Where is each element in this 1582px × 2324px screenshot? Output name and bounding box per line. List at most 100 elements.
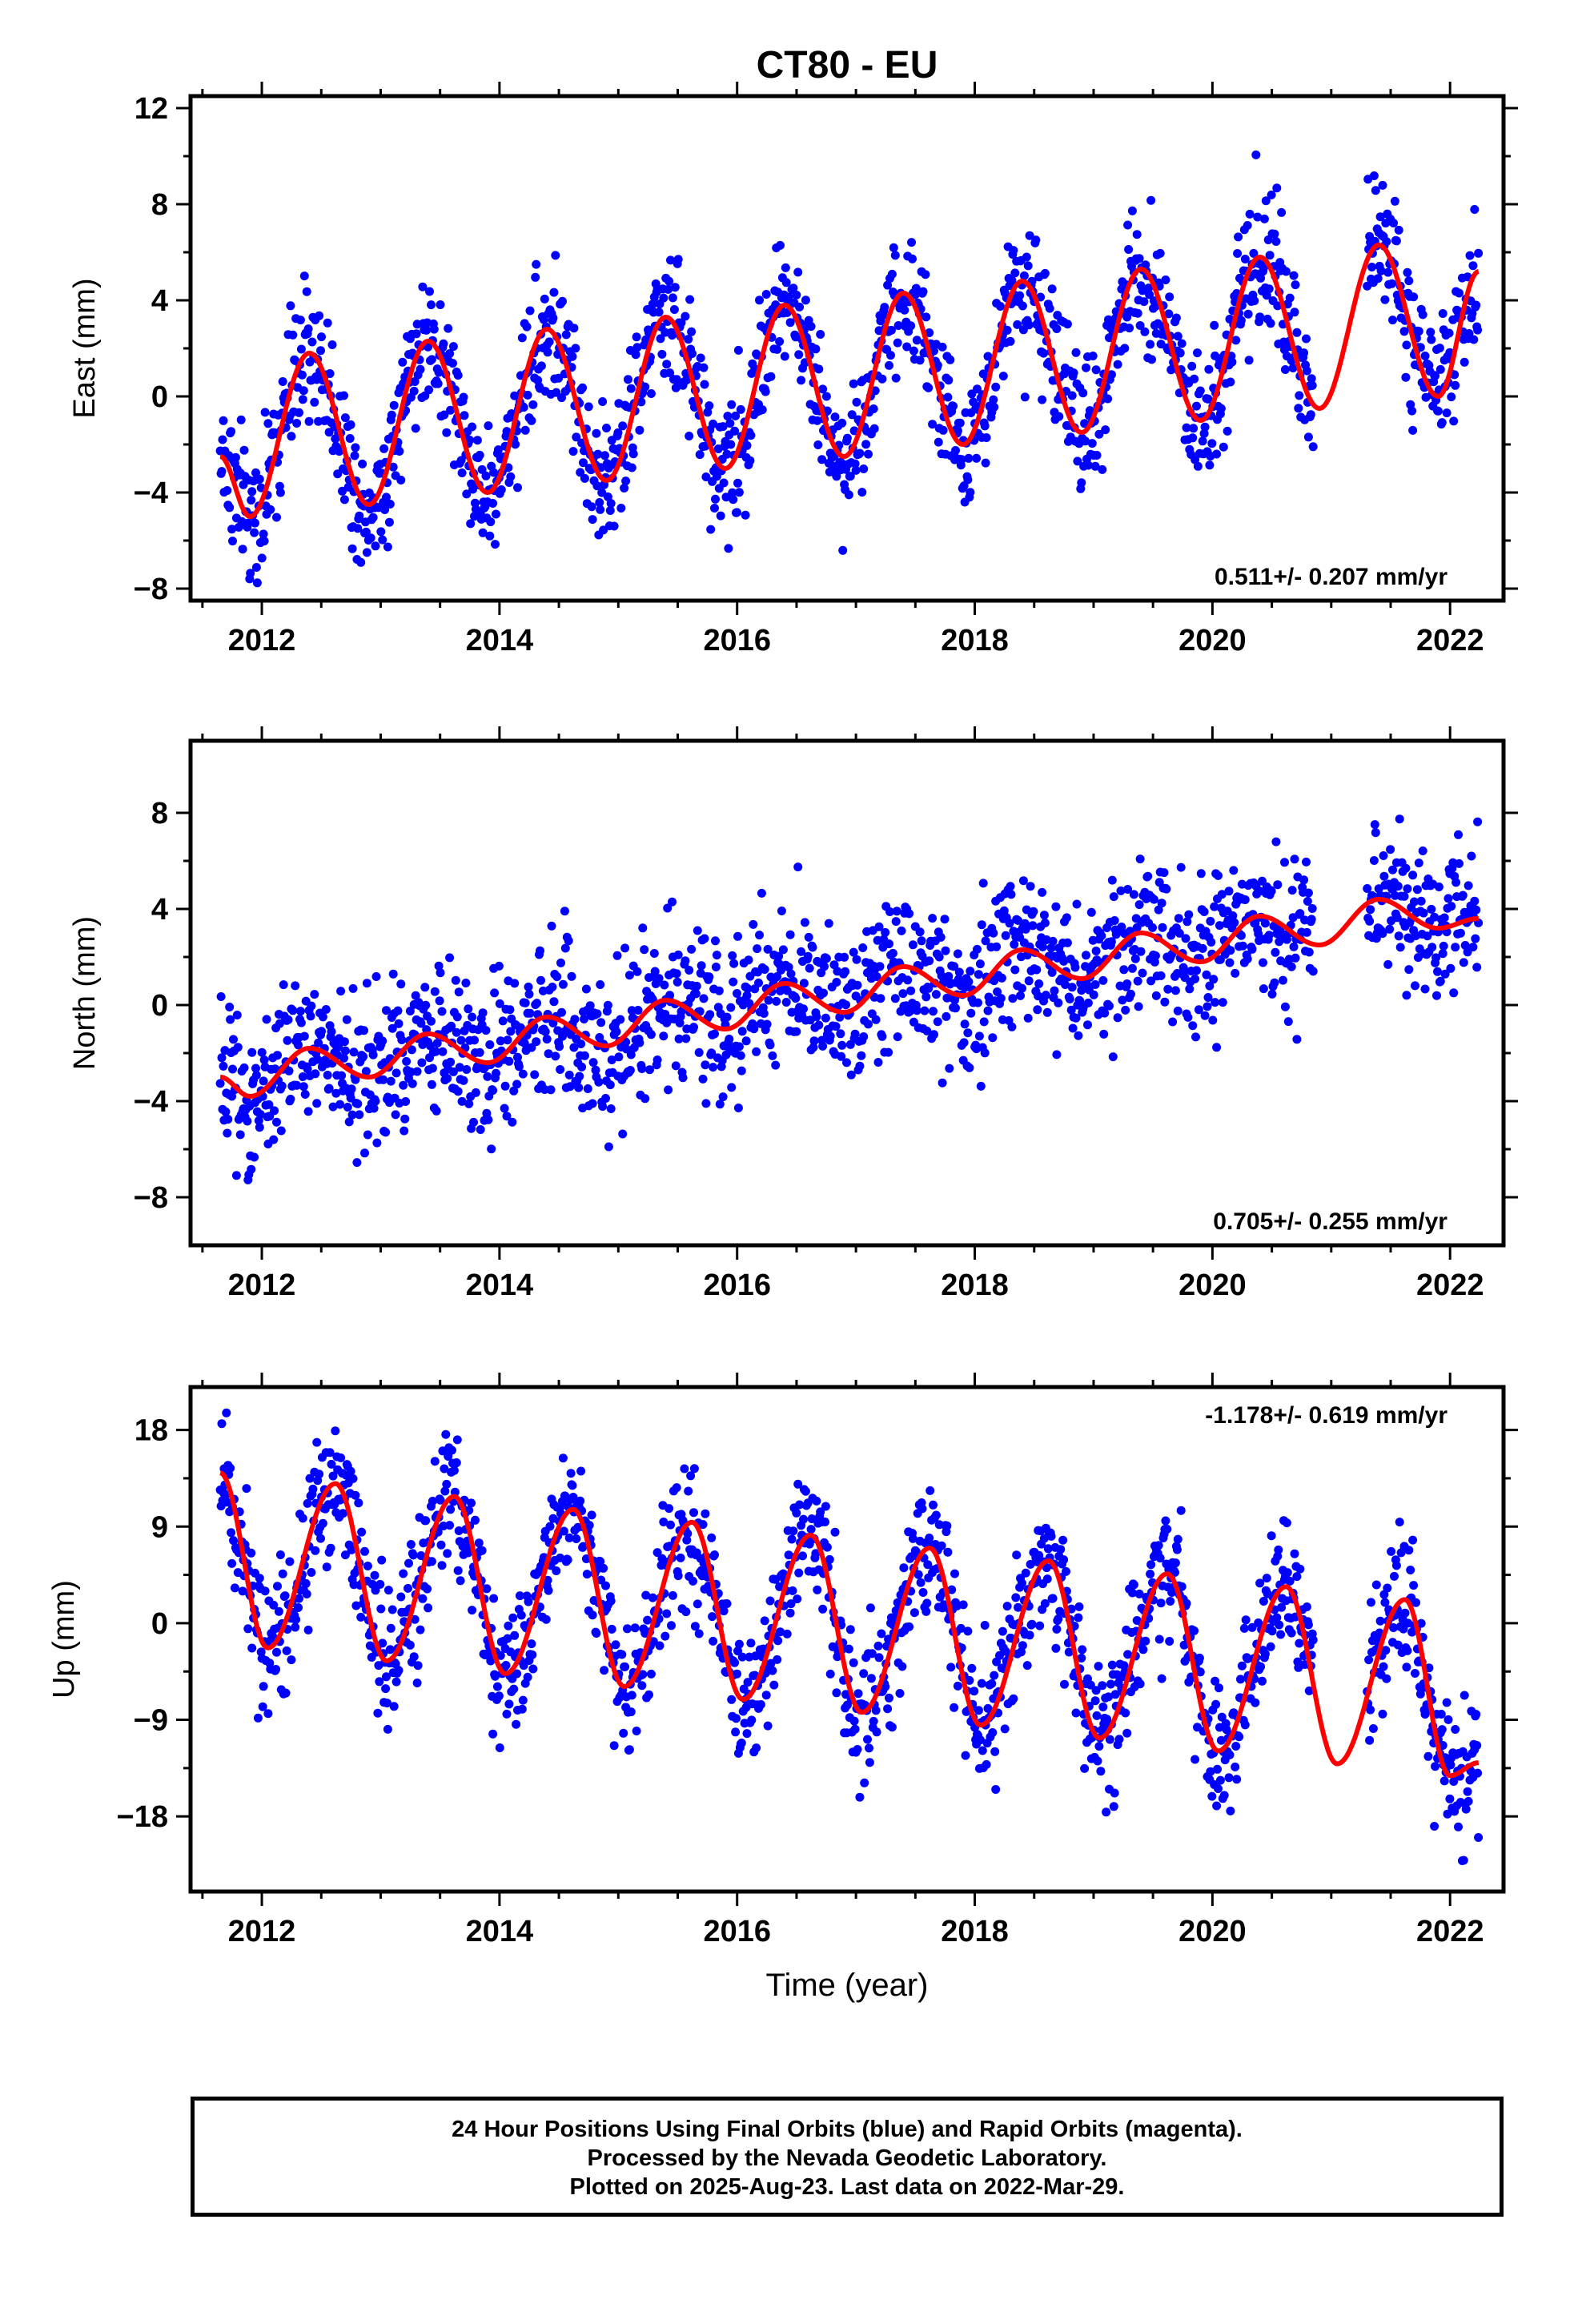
north-point [362, 979, 371, 988]
north-point [650, 967, 660, 976]
north-point [478, 1008, 488, 1018]
north-point [1267, 989, 1277, 999]
east-point [468, 422, 477, 432]
east-point [1433, 406, 1443, 416]
east-point [723, 412, 733, 421]
east-point [869, 424, 879, 433]
north-point [1052, 1050, 1062, 1059]
north-point [363, 1130, 372, 1140]
east-point [251, 468, 260, 477]
east-point [684, 335, 693, 344]
north-point [603, 1000, 612, 1010]
east-point [1308, 442, 1318, 452]
east-point [548, 313, 558, 323]
north-point [342, 1015, 351, 1024]
up-point [1176, 1506, 1186, 1515]
north-point [378, 1036, 387, 1046]
up-point [1267, 1531, 1276, 1541]
north-point [300, 1090, 310, 1099]
east-point [838, 545, 848, 555]
up-point [477, 1546, 487, 1555]
east-point [1188, 433, 1198, 443]
north-point [637, 1064, 647, 1073]
north-point [803, 951, 813, 961]
north-point [638, 923, 648, 933]
east-point [427, 300, 436, 310]
east-point [568, 352, 577, 361]
north-point [857, 1051, 866, 1060]
north-point [1006, 882, 1015, 891]
east-point [347, 544, 357, 553]
north-point [226, 1015, 235, 1024]
east-point [1472, 300, 1481, 310]
north-point [1443, 894, 1453, 903]
east-point [1307, 374, 1316, 384]
north-point [560, 943, 570, 953]
north-point [640, 1094, 650, 1104]
north-point [1109, 892, 1118, 902]
up-point [1266, 1642, 1275, 1651]
up-point [648, 1593, 657, 1602]
east-point [719, 478, 729, 488]
north-point [1127, 963, 1137, 973]
up-point [661, 1631, 670, 1641]
east-point [287, 432, 296, 441]
up-point [1054, 1614, 1063, 1623]
east-point [460, 411, 469, 420]
up-point [1190, 1626, 1199, 1635]
east-point [1073, 456, 1082, 466]
up-point [568, 1481, 577, 1490]
east-point [801, 296, 810, 305]
east-point [1253, 212, 1263, 222]
east-point [572, 432, 581, 442]
north-point [283, 1015, 293, 1024]
up-point [1114, 1735, 1124, 1744]
north-point [269, 1135, 279, 1144]
east-point [481, 471, 491, 480]
east-point [710, 504, 719, 513]
east-point [478, 528, 488, 537]
up-point [508, 1613, 518, 1622]
east-point [592, 428, 601, 438]
north-point [270, 1106, 279, 1116]
north-point [580, 1015, 588, 1023]
north-point [997, 973, 1006, 983]
north-point [221, 1107, 231, 1116]
up-point [680, 1464, 689, 1474]
east-point [1192, 401, 1201, 411]
up-point [990, 1671, 999, 1680]
north-point [500, 1081, 510, 1091]
east-point [484, 421, 493, 431]
up-point [1378, 1709, 1387, 1719]
up-point [863, 1735, 872, 1744]
east-point [1435, 344, 1444, 353]
north-point [898, 989, 908, 999]
up-point [1406, 1566, 1415, 1574]
north-point [525, 1008, 535, 1018]
east-point [1210, 320, 1219, 330]
up-point [1211, 1699, 1221, 1709]
north-point [640, 945, 649, 955]
north-point [321, 1005, 331, 1014]
north-point [344, 1117, 354, 1127]
east-point [869, 404, 878, 413]
east-point [1022, 252, 1031, 262]
east-point [1085, 406, 1094, 416]
up-point [1161, 1516, 1170, 1526]
north-point [784, 963, 793, 972]
north-point [296, 1018, 306, 1027]
north-point [598, 1102, 608, 1112]
east-point [488, 499, 498, 508]
up-point [1056, 1545, 1066, 1554]
up-point [742, 1729, 752, 1739]
north-point [502, 1112, 512, 1121]
up-point [1021, 1568, 1030, 1578]
east-point [1407, 406, 1417, 416]
up-point [1366, 1705, 1375, 1715]
up-x-tick-label: 2014 [466, 1915, 534, 1948]
north-point [733, 989, 741, 998]
north-point [476, 1125, 485, 1134]
north-point [938, 1078, 947, 1088]
north-point [959, 1038, 969, 1047]
east-point [1015, 291, 1025, 300]
